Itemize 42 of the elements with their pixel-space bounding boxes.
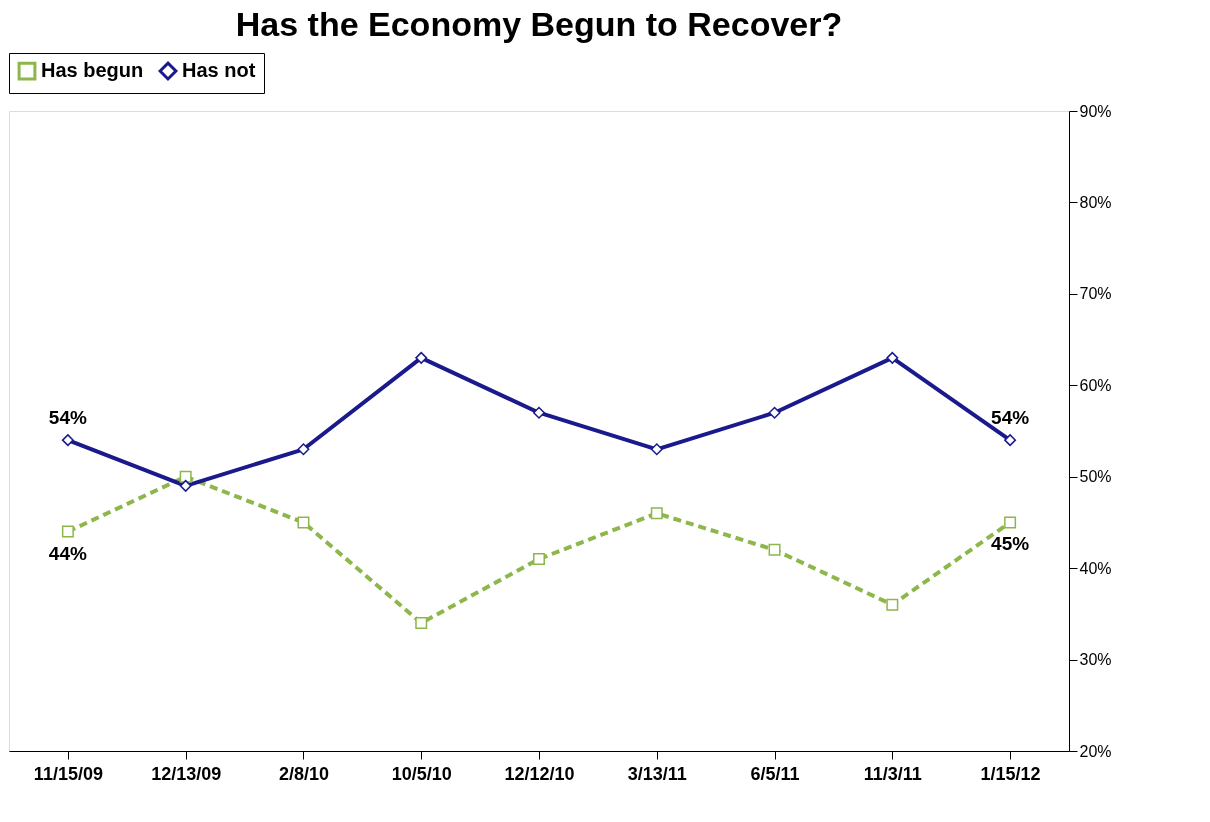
y-tick-label: 30% xyxy=(1079,651,1112,669)
x-tick-label: 11/3/11 xyxy=(863,763,922,784)
point xyxy=(768,406,781,419)
point xyxy=(886,598,899,611)
x-tick-label: 3/13/11 xyxy=(627,763,687,784)
point xyxy=(650,443,663,456)
x-tick-label: 6/5/11 xyxy=(750,763,800,784)
point xyxy=(886,351,899,364)
data-label: 54% xyxy=(991,407,1030,429)
point xyxy=(297,516,310,529)
y-tick-label: 90% xyxy=(1079,102,1112,120)
y-tick-label: 60% xyxy=(1079,376,1112,394)
point xyxy=(533,553,545,565)
x-tick-label: 1/15/12 xyxy=(980,763,1041,784)
y-tick-label: 80% xyxy=(1079,193,1112,211)
data-label: 54% xyxy=(48,407,88,429)
point xyxy=(768,543,781,556)
y-tick-label: 40% xyxy=(1079,559,1112,577)
x-tick-label: 2/8/10 xyxy=(278,763,329,784)
y-tick-label: 20% xyxy=(1079,742,1112,760)
data-label: 45% xyxy=(991,533,1030,555)
point xyxy=(533,406,545,419)
point xyxy=(61,525,74,538)
point xyxy=(297,443,310,456)
legend-label: Has not xyxy=(182,59,256,82)
y-tick-label: 70% xyxy=(1079,285,1112,303)
x-tick-label: 12/13/09 xyxy=(151,763,222,784)
point xyxy=(415,617,428,629)
data-label: 44% xyxy=(48,542,88,564)
point xyxy=(415,351,428,364)
x-tick-label: 10/5/10 xyxy=(391,763,452,784)
point xyxy=(179,470,192,483)
point xyxy=(1004,516,1017,529)
point xyxy=(1004,434,1017,447)
x-tick-label: 12/12/10 xyxy=(504,763,575,784)
chart-title: Has the Economy Begun to Recover? xyxy=(235,4,843,43)
point xyxy=(61,434,74,447)
point xyxy=(179,479,192,492)
legend-label: Has begun xyxy=(41,59,144,82)
x-tick-label: 11/15/09 xyxy=(33,763,103,784)
y-tick-label: 50% xyxy=(1079,468,1112,486)
point xyxy=(650,507,663,520)
